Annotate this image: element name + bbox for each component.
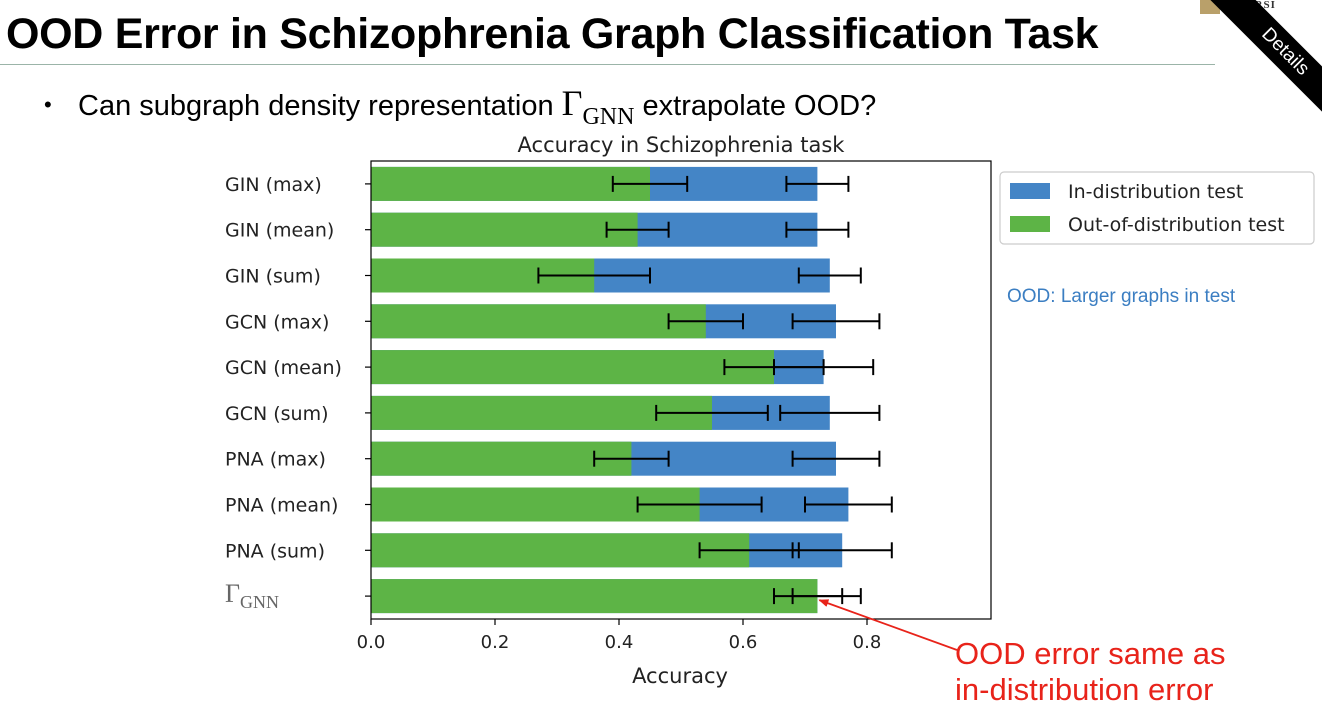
x-tick-label: 0.8 — [853, 632, 882, 653]
x-tick-label: 0.0 — [357, 632, 386, 653]
bar-out-of-distribution — [371, 395, 712, 430]
bar-out-of-distribution — [371, 533, 750, 568]
bar-out-of-distribution — [371, 579, 818, 614]
y-tick-label: GCN (sum) — [225, 403, 329, 425]
bar-out-of-distribution — [371, 212, 638, 247]
bar-out-of-distribution — [371, 350, 774, 385]
bar-out-of-distribution — [371, 304, 706, 339]
legend-box — [999, 171, 1315, 245]
bullet-text-end: extrapolate OOD? — [634, 90, 877, 122]
bullet-text-start: Can subgraph density representation — [78, 90, 562, 122]
y-tick-label: ΓGNN — [225, 579, 279, 612]
chart-title: Accuracy in Schizophrenia task — [518, 133, 846, 157]
y-tick-label: PNA (max) — [225, 449, 326, 471]
y-tick-label: GCN (max) — [225, 311, 329, 333]
y-tick-label: PNA (sum) — [225, 540, 325, 562]
callout-line-1: OOD error same as — [955, 636, 1226, 671]
x-tick-label: 0.6 — [729, 632, 758, 653]
legend-swatch — [1010, 216, 1050, 232]
y-tick-label: GCN (mean) — [225, 357, 342, 379]
gamma-subscript: GNN — [582, 104, 635, 130]
bar-out-of-distribution — [371, 166, 650, 201]
bar-out-of-distribution — [371, 441, 632, 476]
legend-swatch — [1010, 183, 1050, 199]
x-tick-label: 0.4 — [605, 632, 634, 653]
gamma-symbol: Γ — [561, 83, 583, 123]
callout-line-2: in-distribution error — [955, 672, 1214, 707]
y-tick-label: GIN (max) — [225, 174, 322, 196]
title-divider — [0, 64, 1215, 65]
x-tick-label: 0.2 — [481, 632, 510, 653]
bullet-dot: • — [44, 92, 52, 117]
legend-label: In-distribution test — [1068, 181, 1243, 203]
callout-arrow — [818, 599, 958, 651]
legend-label: Out-of-distribution test — [1068, 214, 1285, 236]
plot-frame — [370, 160, 992, 620]
bullet-question: • Can subgraph density representation ΓGN… — [44, 82, 877, 130]
y-tick-label: GIN (sum) — [225, 266, 321, 288]
ood-note: OOD: Larger graphs in test — [1007, 286, 1236, 307]
slide-title: OOD Error in Schizophrenia Graph Classif… — [6, 10, 1099, 58]
y-tick-label: GIN (mean) — [225, 220, 334, 242]
y-tick-label: PNA (mean) — [225, 495, 338, 517]
callout-annotation: OOD error same as in-distribution error — [955, 636, 1225, 708]
x-axis-label: Accuracy — [632, 664, 728, 688]
